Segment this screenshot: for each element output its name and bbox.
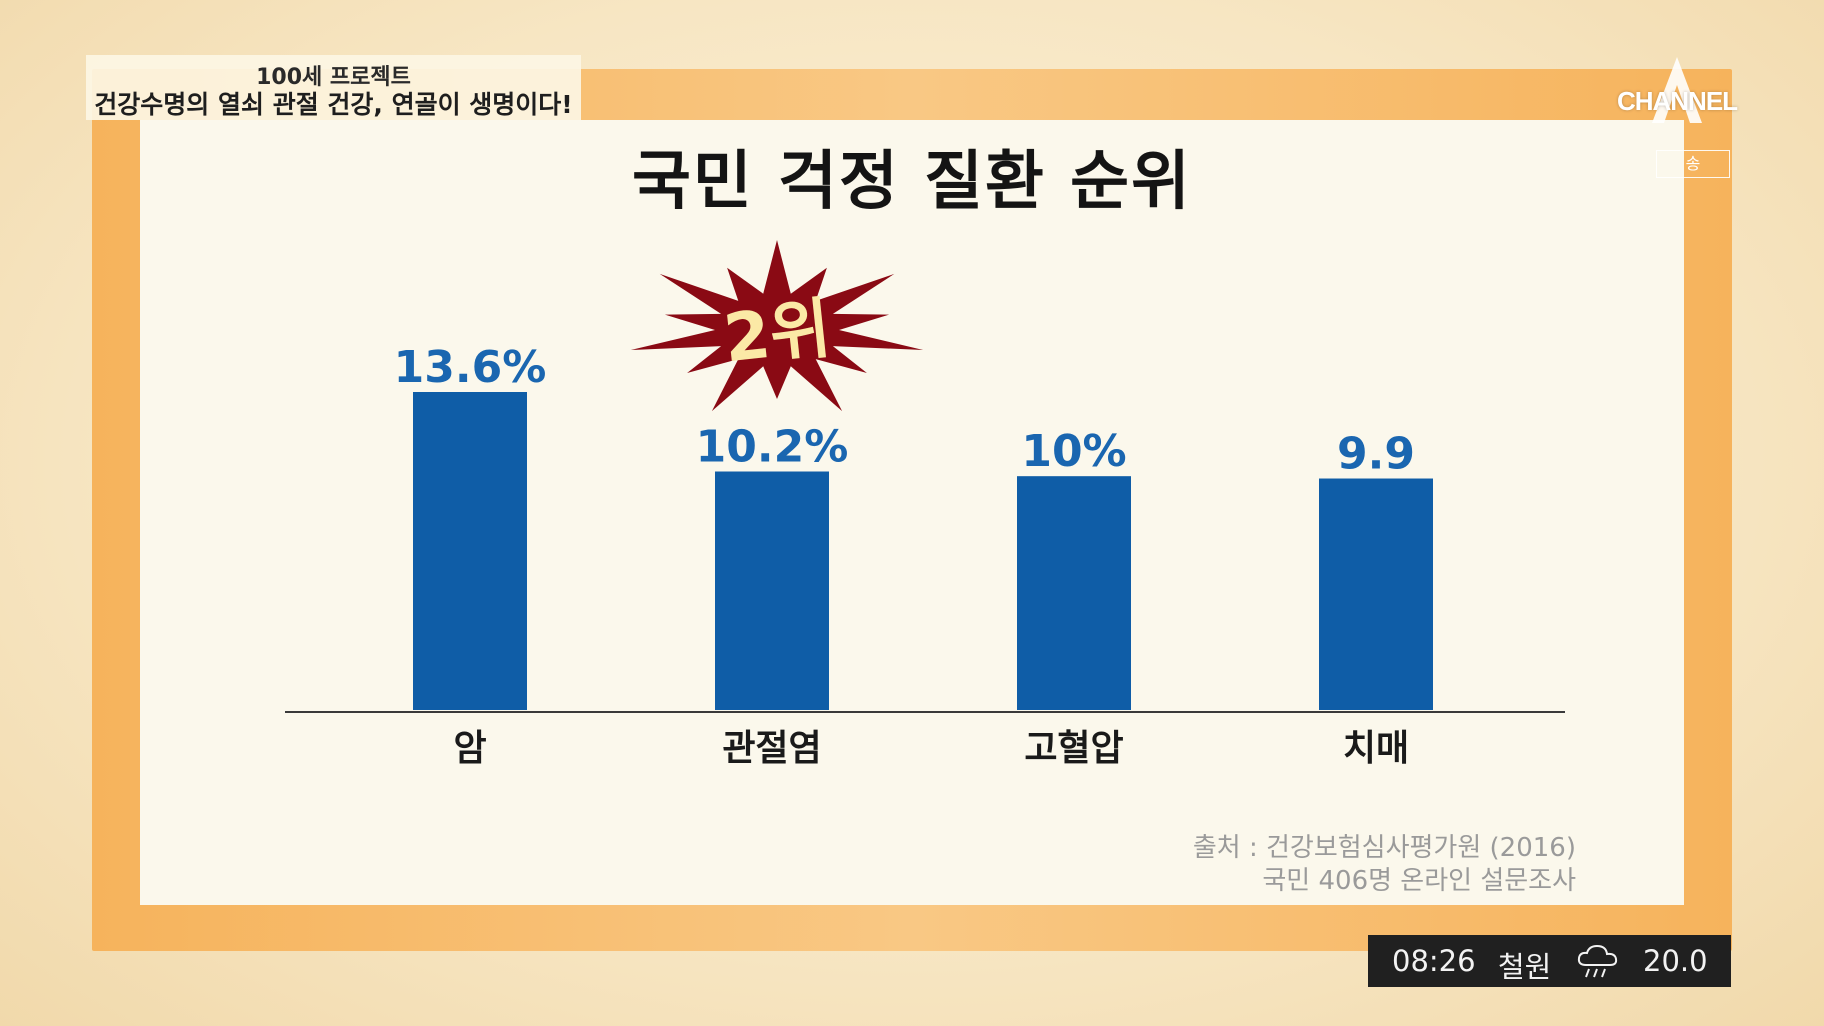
status-temperature: 20.0 [1643,944,1708,978]
category-label: 치매 [1343,728,1409,769]
source-line-1: 출처 : 건강보험심사평가원 (2016) [1192,833,1576,863]
highlight-rank-label: 2위 [720,290,834,378]
category-label: 암 [453,728,486,769]
bar [413,392,527,710]
category-label: 관절염 [722,728,821,769]
status-location: 철원 [1498,950,1552,984]
chart-title: 국민 걱정 질환 순위 [632,145,1192,219]
show-name: 100세 프로젝트 [256,65,411,90]
highlight-burst-icon [630,240,924,412]
value-label: 13.6% [394,342,547,393]
bar [1017,476,1131,710]
source-line-2: 국민 406명 온라인 설문조사 [1262,866,1576,896]
episode-headline: 건강수명의 열쇠 관절 건강, 연골이 생명이다! [94,90,573,119]
rain-cloud-icon [1577,944,1618,978]
status-bar: 08:26 철원 20.0 [1368,935,1731,987]
value-label: 9.9 [1337,429,1415,480]
bar [1319,478,1433,710]
show-caption-box: 100세 프로젝트 건강수명의 열쇠 관절 건강, 연골이 생명이다! [86,55,581,120]
category-label: 고혈압 [1024,728,1123,769]
value-label: 10% [1021,426,1126,477]
channel-sub-badge: 송 [1656,150,1730,178]
value-label: 10.2% [696,422,849,473]
status-time: 08:26 [1392,944,1476,978]
bar [715,471,829,710]
channel-logo-text: CHANNEL [1616,86,1738,116]
channel-a-logo-icon [1652,57,1702,123]
